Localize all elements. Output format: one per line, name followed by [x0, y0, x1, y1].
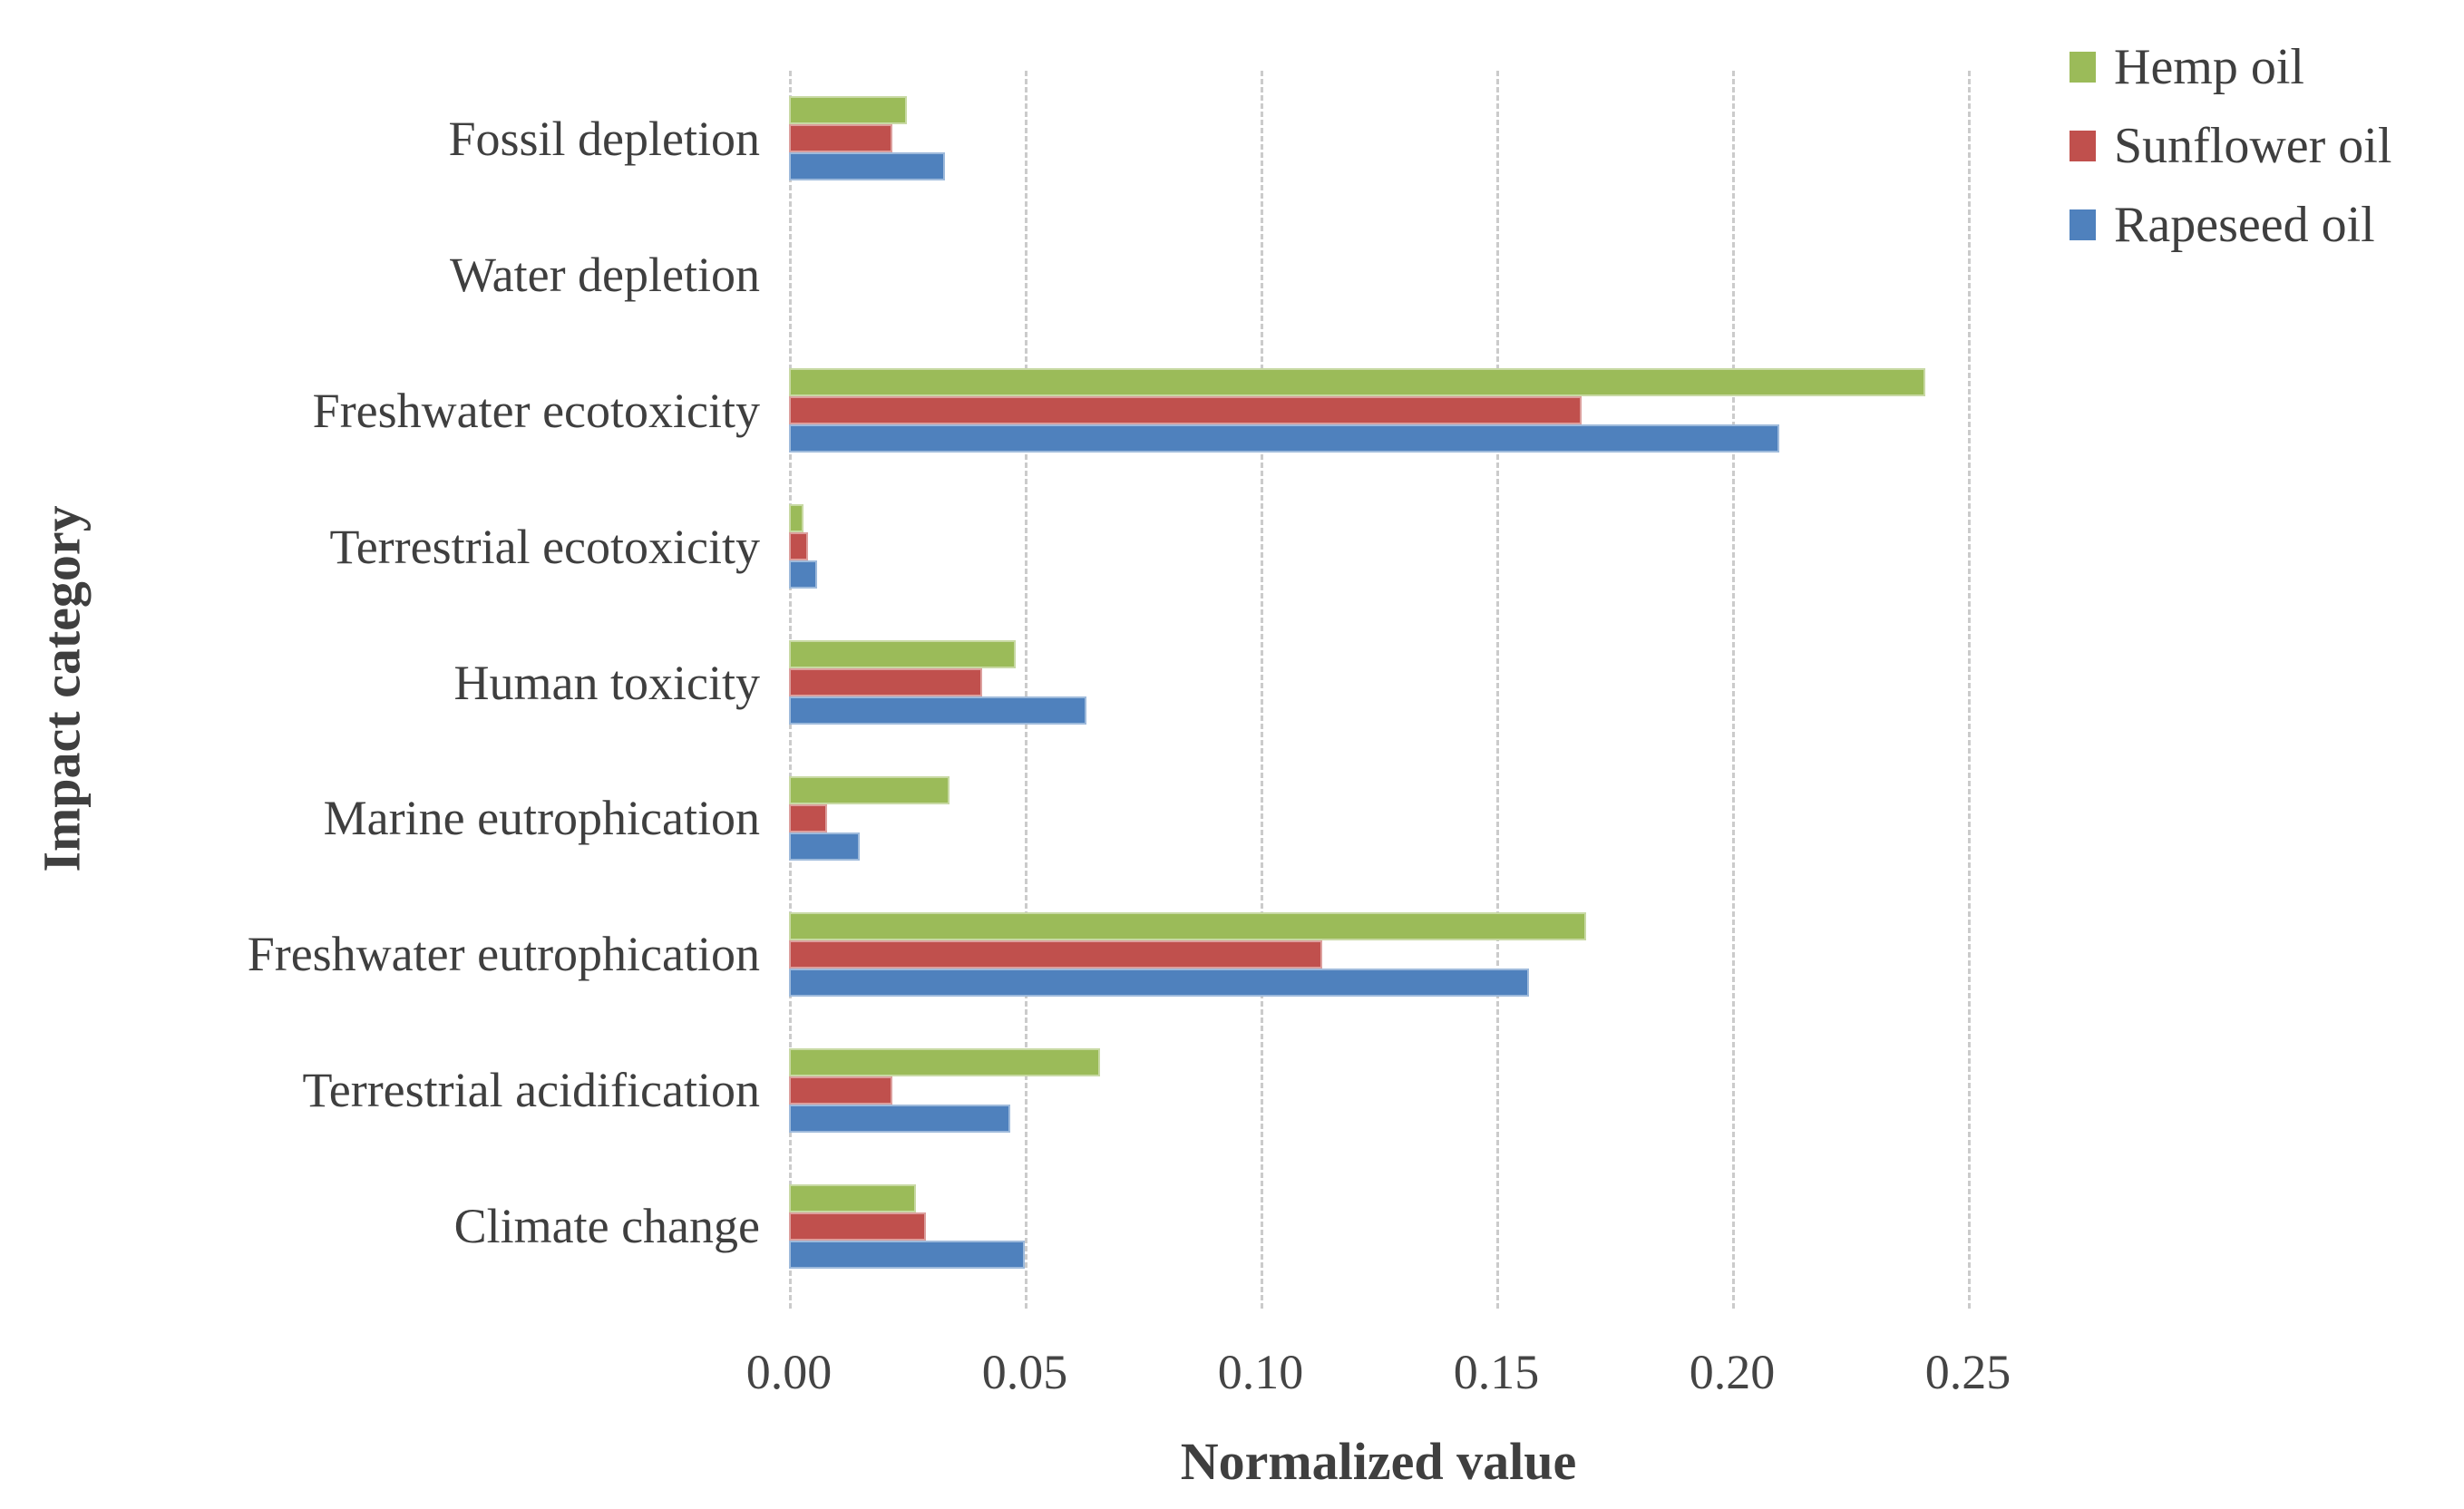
bar-sunflower-oil — [789, 396, 1582, 425]
gridline — [1261, 71, 1263, 1309]
bar-group-freshwater-ecotoxicity — [789, 343, 1968, 479]
category-label: Climate change — [453, 1199, 760, 1254]
bar-sunflower-oil — [789, 532, 808, 561]
x-axis-title: Normalized value — [1180, 1432, 1577, 1491]
legend-swatch-sunflower-oil — [2070, 130, 2096, 161]
category-label: Fossil depletion — [448, 111, 760, 166]
category-label: Marine eutrophication — [323, 791, 760, 846]
bar-hemp-oil — [789, 911, 1586, 940]
category-label: Freshwater ecotoxicity — [312, 383, 760, 438]
bar-group-human-toxicity — [789, 615, 1968, 751]
bar-rapeseed-oil — [789, 832, 860, 861]
bar-group-fossil-depletion — [789, 71, 1968, 207]
bar-sunflower-oil — [789, 939, 1322, 969]
legend-item-hemp-oil: Hemp oil — [2070, 27, 2391, 106]
bar-sunflower-oil — [789, 668, 983, 696]
x-tick-label: 0.05 — [981, 1345, 1068, 1399]
bar-hemp-oil — [789, 368, 1926, 397]
x-tick-label: 0.00 — [745, 1345, 833, 1399]
bar-rapeseed-oil — [789, 968, 1530, 997]
bar-rows — [789, 71, 1968, 1294]
bar-rapeseed-oil — [789, 424, 1779, 453]
bar-group-water-depletion — [789, 207, 1968, 343]
category-label: Terrestrial ecotoxicity — [329, 519, 760, 574]
bar-hemp-oil — [789, 96, 907, 125]
bar-rapeseed-oil — [789, 1104, 1011, 1133]
legend-label-sunflower-oil: Sunflower oil — [2114, 117, 2392, 174]
bar-group-climate-change — [789, 1158, 1968, 1294]
category-label: Water depletion — [449, 247, 760, 302]
category-label: Human toxicity — [453, 655, 760, 710]
bar-group-terrestrial-acidification — [789, 1022, 1968, 1158]
bar-group-marine-eutrophication — [789, 750, 1968, 886]
legend-item-rapeseed-oil: Rapeseed oil — [2070, 185, 2391, 264]
bar-sunflower-oil — [789, 803, 827, 832]
legend-swatch-rapeseed-oil — [2070, 209, 2096, 240]
plot-area — [789, 71, 1971, 1309]
gridline — [1496, 71, 1499, 1309]
gridline — [1025, 71, 1027, 1309]
bar-hemp-oil — [789, 775, 950, 804]
gridline — [1732, 71, 1735, 1309]
legend-item-sunflower-oil: Sunflower oil — [2070, 106, 2391, 185]
x-tick-label: 0.10 — [1217, 1345, 1304, 1399]
x-tick-label: 0.25 — [1924, 1345, 2011, 1399]
x-tick-label: 0.20 — [1689, 1345, 1776, 1399]
bar-hemp-oil — [789, 1183, 917, 1212]
bar-rapeseed-oil — [789, 696, 1086, 725]
bar-hemp-oil — [789, 1047, 1101, 1076]
bar-group-terrestrial-ecotoxicity — [789, 479, 1968, 615]
category-label: Freshwater eutrophication — [247, 927, 760, 982]
x-tick-label: 0.15 — [1453, 1345, 1540, 1399]
legend-swatch-hemp-oil — [2070, 51, 2096, 83]
bar-hemp-oil — [789, 504, 803, 533]
legend-label-hemp-oil: Hemp oil — [2114, 38, 2304, 95]
bar-rapeseed-oil — [789, 560, 818, 589]
legend: Hemp oil Sunflower oil Rapeseed oil — [2070, 27, 2391, 264]
bar-sunflower-oil — [789, 1212, 926, 1241]
bar-sunflower-oil — [789, 1076, 893, 1105]
legend-label-rapeseed-oil: Rapeseed oil — [2114, 196, 2375, 253]
category-label: Terrestrial acidification — [302, 1063, 760, 1118]
gridline — [1968, 71, 1971, 1309]
bar-rapeseed-oil — [789, 1240, 1025, 1269]
bar-sunflower-oil — [789, 124, 893, 153]
bar-rapeseed-oil — [789, 152, 945, 181]
bar-group-freshwater-eutrophication — [789, 886, 1968, 1022]
y-axis-category-labels: Fossil depletion Water depletion Freshwa… — [0, 71, 760, 1294]
bar-hemp-oil — [789, 640, 1016, 668]
